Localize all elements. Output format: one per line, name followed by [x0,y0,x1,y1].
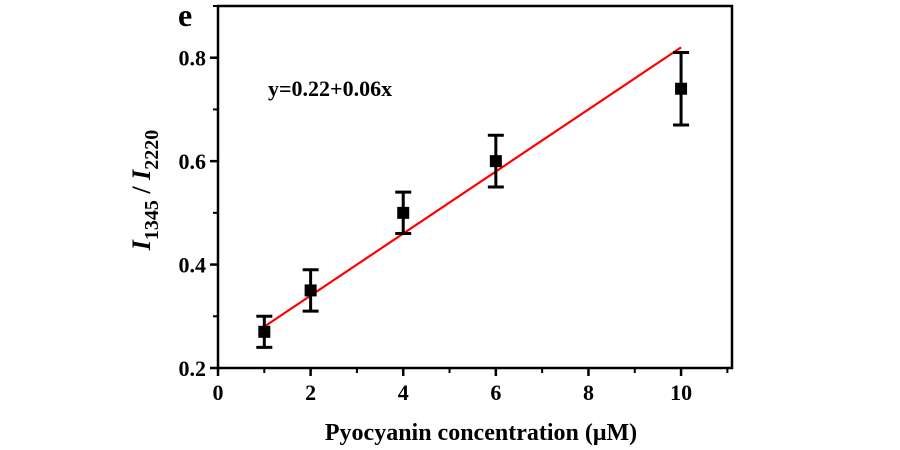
x-tick-label: 2 [305,380,316,405]
data-point [304,284,317,297]
ticks: 0 2 4 6 8 10 0.2 0.4 0.6 0.8 [179,5,729,405]
y-tick-label: 0.6 [179,149,207,174]
x-tick-label: 0 [213,380,224,405]
x-tick-label: 10 [670,380,692,405]
data-point [258,325,271,338]
y-label-subscript-2: 2220 [141,130,163,170]
x-axis-label: Pyocyanin concentration (μM) [325,420,637,446]
plot-frame [216,4,734,370]
y-tick-label: 0.4 [179,253,207,278]
y-label-subscript-1: 1345 [141,200,163,240]
data-markers [256,51,690,349]
x-tick-label: 6 [490,380,501,405]
y-label-intensity-1: I [127,239,156,251]
data-point [675,82,688,95]
y-axis-label: I1345 / I2220 [127,130,163,251]
y-label-slash: / [127,180,156,200]
data-point [489,155,502,168]
x-tick-label: 4 [398,380,409,405]
fit-line [263,46,682,328]
fit-line-group [263,46,682,328]
y-label-intensity-2: I [127,169,156,181]
axes [216,4,734,370]
fit-equation-annotation: y=0.22+0.06x [268,76,392,101]
y-tick-label: 0.8 [179,46,207,71]
y-tick-label: 0.2 [179,356,207,381]
x-tick-label: 8 [583,380,594,405]
data-point [397,206,410,219]
panel-label: e [178,0,192,33]
